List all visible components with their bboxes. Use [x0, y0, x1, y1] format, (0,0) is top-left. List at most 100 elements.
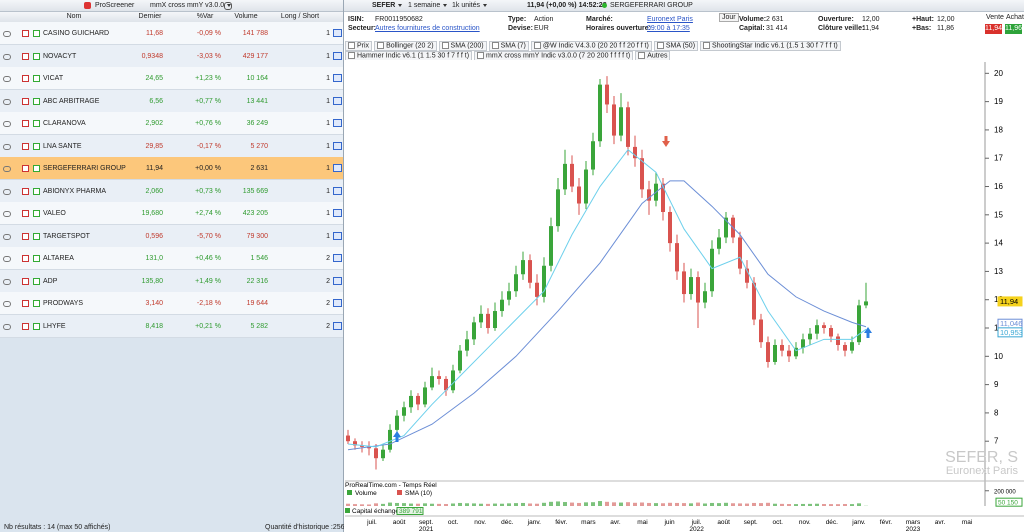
- volume-bar: [577, 502, 581, 506]
- indicator-toggle[interactable]: SMA (50): [653, 41, 699, 52]
- chart-link-icon[interactable]: [333, 276, 342, 285]
- ticker: SEFER: [372, 2, 396, 9]
- chart-icon: [33, 75, 40, 82]
- indicator-toggle[interactable]: @W Indic V4.3.0 (20 20 f f 20 f f t): [530, 41, 652, 52]
- chart-link-icon[interactable]: [333, 321, 342, 330]
- screener-row[interactable]: CLARANOVA 2,902 +0,76 % 36 249 1: [0, 112, 343, 135]
- candle-body: [402, 407, 406, 416]
- candle-body: [801, 339, 805, 348]
- candle-body: [619, 107, 623, 136]
- indicator-toggle[interactable]: Bollinger (20 2): [374, 41, 437, 52]
- buy-price[interactable]: 11,96: [1005, 24, 1022, 34]
- volume-bar: [514, 503, 518, 506]
- chart-link-icon[interactable]: [333, 299, 342, 307]
- checkbox[interactable]: [348, 52, 355, 60]
- chart-link-icon[interactable]: [333, 141, 342, 150]
- chart-link-icon[interactable]: [333, 209, 342, 217]
- screener-row[interactable]: ABIONYX PHARMA 2,060 +0,73 % 135 669 1: [0, 179, 343, 203]
- screener-row[interactable]: CASINO GUICHARD 11,68 -0,09 % 141 788 1: [0, 22, 343, 45]
- indicator-toggle[interactable]: SMA (7): [488, 41, 529, 52]
- units-select[interactable]: 1k unités: [452, 2, 488, 9]
- column-header[interactable]: Nom: [66, 13, 82, 20]
- screener-row[interactable]: NOVACYT 0,9348 -3,03 % 429 177 1: [0, 44, 343, 68]
- checkbox[interactable]: [491, 42, 499, 49]
- volume-bar: [843, 504, 847, 506]
- day-tab[interactable]: Jour: [719, 13, 739, 22]
- volume-bar: [808, 503, 812, 506]
- checkbox[interactable]: [533, 42, 541, 49]
- column-header[interactable]: Volume: [234, 13, 258, 20]
- checkbox[interactable]: [477, 52, 485, 60]
- screener-row[interactable]: VICAT 24,65 +1,23 % 10 164 1: [0, 67, 343, 90]
- sell-price[interactable]: 11,94: [985, 24, 1002, 34]
- cell: 0,9348: [141, 52, 163, 60]
- candle-body: [353, 441, 357, 446]
- volume-bar: [486, 503, 490, 506]
- chart-link-icon[interactable]: [333, 254, 342, 262]
- indicator-toggle[interactable]: SMA (200): [438, 41, 487, 52]
- chart-link-icon[interactable]: [333, 96, 342, 105]
- column-header[interactable]: Long / Short: [280, 13, 320, 20]
- candle-body: [395, 415, 399, 430]
- screener-row[interactable]: ALTAREA 131,0 +0,46 % 1 546 2: [0, 247, 343, 270]
- screen-select[interactable]: mmX cross mmY v3.0.0: [150, 2, 232, 9]
- chart-link-icon[interactable]: [333, 119, 342, 127]
- view-icon: [3, 301, 11, 307]
- view-icon: [3, 323, 11, 330]
- ticker-select[interactable]: SEFER: [372, 2, 403, 9]
- candle-body: [591, 141, 595, 170]
- screener-row[interactable]: LNA SANTE 29,85 -0,17 % 5 270 1: [0, 134, 343, 158]
- candle-body: [507, 291, 511, 300]
- indicator-toggle[interactable]: ShootingStar Indic v6.1 (1.5 1 30 f 7 f …: [700, 41, 841, 52]
- chart-link-icon[interactable]: [333, 29, 342, 37]
- candle-body: [759, 319, 763, 343]
- screener-row[interactable]: VALEO 19,680 +2,74 % 423 205 1: [0, 202, 343, 225]
- screener-row[interactable]: TARGETSPOT 0,596 -5,70 % 79 300 1: [0, 224, 343, 248]
- chart-link-icon[interactable]: [333, 186, 342, 195]
- info-value[interactable]: Euronext Paris: [647, 16, 693, 23]
- y-tick-label: 8: [994, 408, 999, 417]
- checkbox[interactable]: [377, 42, 385, 49]
- candle-body: [605, 84, 609, 105]
- screener-row[interactable]: ABC ARBITRAGE 6,56 +0,77 % 13 441 1: [0, 89, 343, 113]
- x-tick-label: mai: [962, 519, 972, 526]
- cell: VALEO: [43, 210, 66, 217]
- screener-row[interactable]: PRODWAYS 3,140 -2,18 % 19 644 2: [0, 292, 343, 315]
- indicator-name: Prix: [357, 42, 370, 50]
- indicator-toggle[interactable]: Prix: [345, 41, 373, 52]
- chart-link-icon[interactable]: [333, 231, 342, 240]
- checkbox[interactable]: [638, 52, 646, 60]
- chart-link-icon[interactable]: [333, 51, 342, 60]
- wrench-icon[interactable]: [224, 2, 232, 10]
- checkbox[interactable]: [348, 42, 355, 49]
- add-icon: [22, 277, 29, 285]
- chart-icon: [33, 300, 40, 307]
- screener-row[interactable]: LHYFE 8,418 +0,21 % 5 282 2: [0, 314, 343, 338]
- screener-row[interactable]: ADP 135,80 +1,49 % 22 316 2: [0, 269, 343, 293]
- chart-link-icon[interactable]: [333, 164, 342, 172]
- info-label: Marché:: [586, 16, 613, 23]
- checkbox[interactable]: [703, 42, 711, 49]
- checkbox[interactable]: [441, 42, 449, 49]
- info-value[interactable]: Autres fournitures de construction: [375, 25, 480, 32]
- candle-body: [633, 146, 637, 159]
- cell: -0,09 %: [196, 30, 221, 37]
- cell: 2 631: [250, 165, 268, 172]
- chart-link-icon[interactable]: [333, 74, 342, 82]
- view-icon: [3, 166, 11, 172]
- volume-bar: [738, 503, 742, 506]
- info-value[interactable]: 09:00 à 17:35: [647, 25, 690, 32]
- indicator-name: Hammer Indic v6.1 (1 1.5 30 f 7 f f t): [357, 52, 470, 60]
- info-label: Volume:: [739, 16, 767, 23]
- candle-body: [458, 350, 462, 371]
- screener-row[interactable]: SERGEFERRARI GROUP 11,94 +0,00 % 2 631 1: [0, 157, 343, 180]
- period-select[interactable]: 1 semaine: [408, 2, 448, 9]
- cell: +0,46 %: [195, 255, 221, 262]
- column-header[interactable]: Dernier: [138, 13, 162, 20]
- cell: 131,0: [145, 255, 163, 262]
- candle-body: [542, 265, 546, 297]
- checkbox[interactable]: [656, 42, 664, 49]
- candle-body: [815, 325, 819, 334]
- cell: +0,76 %: [195, 120, 221, 127]
- column-header[interactable]: %Var: [196, 13, 214, 20]
